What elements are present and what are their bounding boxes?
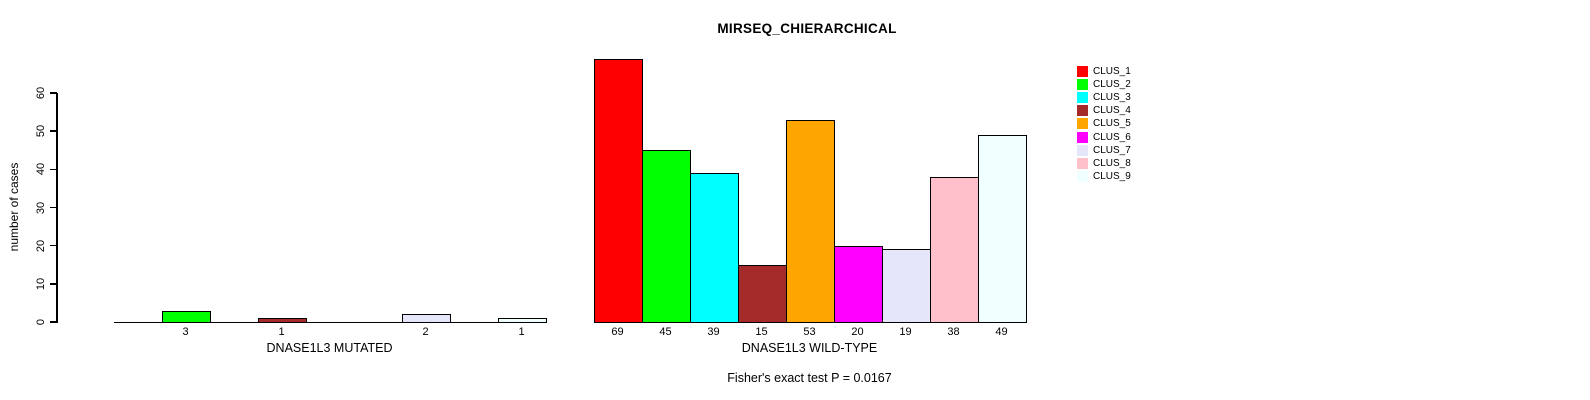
legend-item: CLUS_3 [1077, 91, 1131, 104]
legend-swatch-clus_4 [1077, 105, 1088, 117]
legend-swatch-clus_5 [1077, 118, 1088, 130]
bar-clus_4 [257, 318, 307, 323]
legend-item: CLUS_4 [1077, 104, 1131, 117]
y-axis-tick [49, 92, 57, 94]
bar-value-label: 19 [899, 325, 912, 338]
bar-value-label: 20 [851, 325, 864, 338]
bar-clus_6 [833, 245, 883, 323]
y-axis-tick [49, 283, 57, 285]
legend-swatch-clus_9 [1077, 170, 1088, 182]
bar-value-label: 53 [803, 325, 816, 338]
y-axis-tick [49, 130, 57, 132]
bar-value-label: 39 [707, 325, 720, 338]
y-axis-tick-label: 40 [35, 163, 47, 176]
bar-clus_7 [401, 314, 451, 323]
y-axis-tick [49, 244, 57, 247]
bar-clus_1 [593, 58, 643, 323]
y-axis-tick-label: 30 [35, 201, 47, 214]
legend-label: CLUS_8 [1093, 157, 1131, 169]
bar-clus_9 [977, 134, 1027, 323]
x-axis-baseline [113, 321, 546, 323]
legend-item: CLUS_9 [1077, 170, 1131, 183]
bar-clus_5 [785, 119, 835, 323]
legend-item: CLUS_7 [1077, 144, 1131, 157]
legend-label: CLUS_3 [1093, 92, 1131, 104]
bar-clus_2 [641, 150, 691, 323]
x-axis-label-mutated: DNASE1L3 MUTATED [266, 341, 393, 355]
legend-label: CLUS_4 [1093, 105, 1131, 117]
bar-clus_4 [737, 264, 787, 323]
bar-clus_2 [161, 310, 211, 323]
legend-label: CLUS_7 [1093, 144, 1131, 156]
legend-item: CLUS_2 [1077, 78, 1131, 91]
legend-label: CLUS_6 [1093, 131, 1131, 143]
legend-item: CLUS_6 [1077, 131, 1131, 144]
legend-swatch-clus_8 [1077, 157, 1088, 169]
legend-swatch-clus_2 [1077, 79, 1088, 91]
bar-clus_7 [881, 249, 931, 323]
y-axis-tick [49, 168, 57, 171]
y-axis-tick-label: 0 [35, 318, 47, 326]
y-axis-tick [49, 206, 57, 209]
legend-label: CLUS_5 [1093, 118, 1131, 130]
chart-title: MIRSEQ_CHIERARCHICAL [717, 21, 897, 36]
legend-swatch-clus_6 [1077, 131, 1088, 143]
legend-item: CLUS_1 [1077, 65, 1131, 78]
legend-item: CLUS_5 [1077, 117, 1131, 130]
fisher-test-annotation: Fisher's exact test P = 0.0167 [727, 371, 892, 385]
legend-swatch-clus_3 [1077, 92, 1088, 104]
bar-clus_8 [929, 176, 979, 323]
bar-value-label: 15 [755, 325, 768, 338]
legend-swatch-clus_1 [1077, 66, 1088, 77]
legend-label: CLUS_1 [1093, 66, 1131, 77]
y-axis-tick [49, 321, 57, 323]
y-axis-line [56, 92, 58, 323]
bar-value-label: 3 [182, 325, 189, 338]
y-axis-tick-label: 10 [35, 277, 47, 290]
bar-clus_9 [497, 318, 547, 323]
y-axis-tick-label: 50 [35, 125, 47, 138]
bar-value-label: 49 [995, 325, 1008, 338]
bar-value-label: 69 [611, 325, 624, 338]
y-axis-tick-label: 20 [35, 239, 47, 252]
legend-item: CLUS_8 [1077, 157, 1131, 170]
x-axis-label-wild-type: DNASE1L3 WILD-TYPE [741, 341, 878, 355]
legend-swatch-clus_7 [1077, 144, 1088, 156]
bar-value-label: 45 [659, 325, 672, 338]
bar-value-label: 2 [422, 325, 429, 338]
legend-label: CLUS_9 [1093, 170, 1131, 182]
y-axis-title: number of cases [7, 162, 21, 252]
y-axis-tick-label: 60 [35, 86, 47, 100]
bar-clus_3 [689, 173, 739, 323]
bar-value-label: 1 [278, 325, 285, 338]
bar-value-label: 1 [518, 325, 525, 338]
bar-value-label: 38 [947, 325, 960, 338]
legend-label: CLUS_2 [1093, 79, 1131, 91]
